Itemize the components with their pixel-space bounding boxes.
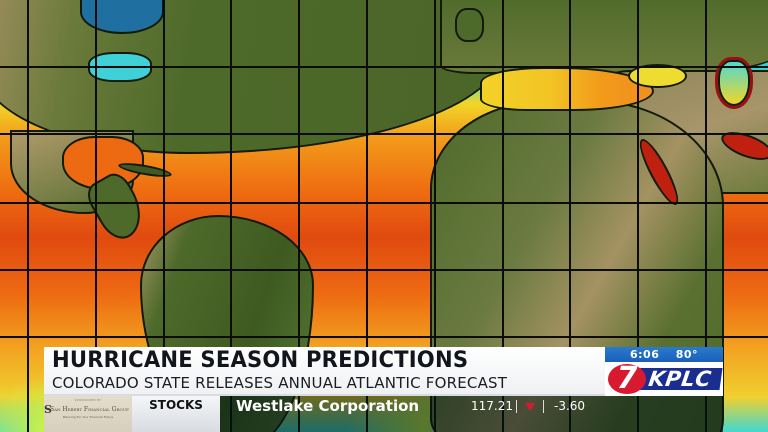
stock-ticker: SPONSORED BY S San Hebert Financial Grou…: [44, 396, 723, 432]
sponsor-logo: SPONSORED BY S San Hebert Financial Grou…: [44, 396, 132, 432]
grid-line-horizontal: [0, 336, 768, 338]
sponsor-name: San Hebert Financial Group: [50, 406, 129, 413]
grid-line-horizontal: [0, 202, 768, 204]
grid-line-horizontal: [0, 133, 768, 135]
down-arrow-icon: [525, 403, 535, 411]
sponsor-label: SPONSORED BY: [74, 398, 102, 402]
lower-third-headline-box: HURRICANE SEASON PREDICTIONS COLORADO ST…: [44, 347, 605, 396]
time-display: 6:06: [629, 348, 660, 361]
grid-line-vertical: [569, 0, 571, 432]
mediterranean-sea: [480, 67, 654, 111]
grid-line-vertical: [366, 0, 368, 432]
ticker-company: Westlake Corporation: [236, 397, 420, 415]
ticker-track: Westlake Corporation 117.21 -3.60: [220, 396, 723, 432]
ticker-section-label: STOCKS: [132, 396, 220, 432]
grid-line-vertical: [163, 0, 165, 432]
grid-line-vertical: [637, 0, 639, 432]
british-isles: [455, 8, 484, 42]
grid-line-vertical: [502, 0, 504, 432]
grid-line-horizontal: [0, 66, 768, 68]
grid-line-vertical: [298, 0, 300, 432]
logo-channel-number: 7: [608, 364, 646, 394]
time-temperature-bar: 6:06 80°: [605, 347, 723, 362]
sponsor-monogram: S: [44, 403, 52, 416]
subheadline: COLORADO STATE RELEASES ANNUAL ATLANTIC …: [52, 374, 508, 392]
grid-line-horizontal: [0, 269, 768, 271]
temperature-display: 80°: [675, 348, 699, 361]
ticker-change: -3.60: [554, 399, 586, 413]
grid-line-vertical: [434, 0, 436, 432]
ticker-separator: [543, 400, 544, 413]
logo-call-letters: KPLC: [637, 367, 723, 391]
ticker-price: 117.21: [471, 399, 513, 413]
grid-line-vertical: [95, 0, 97, 432]
sponsor-tagline: Planning For Your Financial Future: [62, 415, 114, 419]
headline-divider: [44, 394, 605, 396]
headline: HURRICANE SEASON PREDICTIONS: [52, 348, 469, 373]
station-logo: KPLC 7: [605, 362, 723, 396]
grid-line-vertical: [27, 0, 29, 432]
grid-line-vertical: [705, 0, 707, 432]
ticker-separator: [516, 400, 517, 413]
grid-line-vertical: [230, 0, 232, 432]
europe-landmass: [440, 0, 768, 74]
